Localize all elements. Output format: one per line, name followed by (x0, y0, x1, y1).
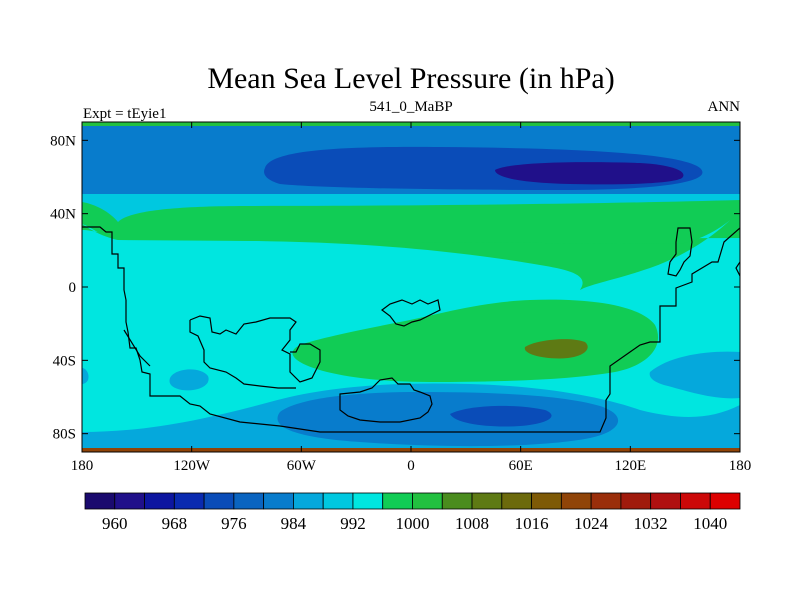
y-tick-label: 40N (50, 207, 76, 223)
colorbar-label: 1016 (515, 514, 549, 533)
x-tick-label: 180 (71, 458, 94, 474)
colorbar-label: 976 (221, 514, 247, 533)
x-tick-label: 60W (287, 458, 317, 474)
zone-subtropical-high-south-core (524, 339, 588, 359)
y-tick-label: 80S (53, 427, 76, 443)
colorbar-label: 1024 (574, 514, 609, 533)
run-label: 541_0_MaBP (369, 99, 452, 115)
zone-southern-pocket-east (649, 351, 740, 399)
colorbar-swatch (620, 492, 652, 510)
zone-midlatitude-north (82, 192, 740, 222)
x-axis: 180 120W 60W 0 60E 120E 180 (71, 122, 752, 474)
colorbar-label: 960 (102, 514, 128, 533)
coastline-west-continent-lower (123, 329, 151, 367)
colorbar-label: 968 (162, 514, 188, 533)
x-tick-label: 60E (509, 458, 533, 474)
zone-subtropical-ridge-north (82, 210, 740, 290)
colorbar-swatch (650, 492, 681, 510)
x-tick-label: 0 (407, 458, 415, 474)
coastlines (82, 226, 740, 433)
colorbar-swatch (531, 492, 562, 510)
zone-southern-pocket-west (169, 369, 209, 391)
x-tick-label: 180 (729, 458, 752, 474)
colorbar-label: 1008 (455, 514, 489, 533)
colorbar-swatch (590, 492, 622, 510)
y-tick-label: 0 (69, 280, 77, 296)
colorbar-label: 984 (281, 514, 307, 533)
experiment-label: Expt = tEyie1 (83, 106, 166, 122)
zone-subtropical-high-south (292, 299, 659, 382)
chart-title: Mean Sea Level Pressure (in hPa) (207, 62, 614, 95)
colorbar-label: 1000 (396, 514, 430, 533)
colorbar-swatch (412, 492, 443, 510)
colorbar-swatch (680, 492, 711, 510)
colorbar-swatch (144, 492, 175, 510)
coastline-central-continent (189, 315, 321, 383)
colorbar-swatch (382, 492, 413, 510)
season-label: ANN (708, 99, 741, 115)
zone-southern-pocket-edge (82, 368, 89, 384)
zone-subtropical-ridge-north-upper (82, 198, 740, 244)
colorbar-swatch (293, 492, 324, 510)
coastline-west-continent (82, 226, 740, 433)
y-tick-label: 80N (50, 133, 76, 149)
colorbar-swatch (560, 492, 592, 510)
x-tick-label: 120W (173, 458, 211, 474)
coastline-central-continent-south (189, 320, 296, 389)
colorbar-swatch (233, 492, 265, 510)
coastline-east-edge (735, 261, 740, 277)
zone-antarctic-low (277, 392, 619, 447)
colorbar-swatch (352, 492, 384, 510)
colorbar-swatch (84, 492, 116, 510)
coastline-east-island (667, 227, 693, 277)
colorbar-swatch (322, 492, 354, 510)
colorbar-swatch (173, 492, 205, 510)
x-tick-label: 120E (614, 458, 646, 474)
colorbar: 960 968 976 984 992 1000 1008 1016 1024 1032 1040 (84, 492, 741, 533)
colorbar-swatch (114, 492, 145, 510)
colorbar-swatch (203, 492, 235, 510)
colorbar-label: 992 (340, 514, 366, 533)
y-axis: 80N 40N 0 40S 80S (50, 133, 740, 443)
plot-area (82, 122, 740, 452)
colorbar-swatch (263, 492, 294, 510)
y-tick-label: 40S (53, 353, 76, 369)
colorbar-swatch (501, 492, 532, 510)
colorbar-label: 1032 (634, 514, 668, 533)
zone-antarctic-low-core (450, 405, 552, 427)
coastline-island-equatorial (381, 299, 441, 327)
coastline-southern-landmass (339, 377, 433, 423)
colorbar-swatch (471, 492, 503, 510)
colorbar-swatch (441, 492, 473, 510)
zone-subpolar-low-north-core (495, 162, 684, 185)
colorbar-swatch (709, 492, 741, 510)
colorbar-label: 1040 (693, 514, 727, 533)
